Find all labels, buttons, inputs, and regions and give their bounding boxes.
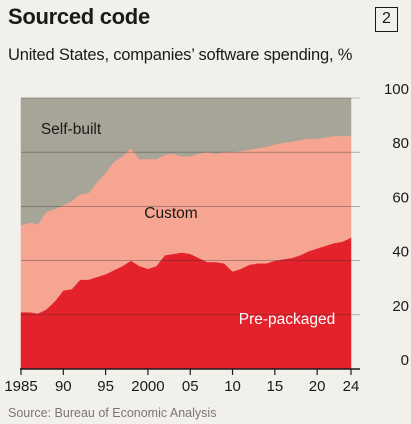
x-tick-label-2020: 20 (309, 378, 326, 395)
y-tick-label-100: 100 (384, 81, 409, 98)
x-tick-label-2010: 10 (224, 378, 241, 395)
y-tick-label-60: 60 (392, 189, 409, 206)
y-tick-label-0: 0 (401, 352, 409, 369)
source-note: Source: Bureau of Economic Analysis (8, 406, 217, 420)
x-tick-label-2005: 05 (182, 378, 199, 395)
x-tick-label-1985: 1985 (4, 378, 37, 395)
x-tick-label-2015: 15 (267, 378, 284, 395)
series-label-pre-packaged: Pre-packaged (239, 311, 336, 328)
series-label-custom: Custom (144, 205, 197, 222)
y-tick-label-20: 20 (392, 298, 409, 315)
chart-number-badge: 2 (375, 7, 398, 32)
y-tick-label-80: 80 (392, 135, 409, 152)
x-tick-label-1995: 95 (97, 378, 114, 395)
chart-subtitle: United States, companies’ software spend… (8, 46, 353, 64)
y-tick-label-40: 40 (392, 244, 409, 261)
chart-title: Sourced code (8, 4, 150, 29)
x-tick-label-2000: 2000 (131, 378, 164, 395)
series-label-self-built: Self-built (41, 121, 102, 138)
x-tick-label-1990: 90 (55, 378, 72, 395)
x-tick-label-2024: 24 (343, 378, 360, 395)
